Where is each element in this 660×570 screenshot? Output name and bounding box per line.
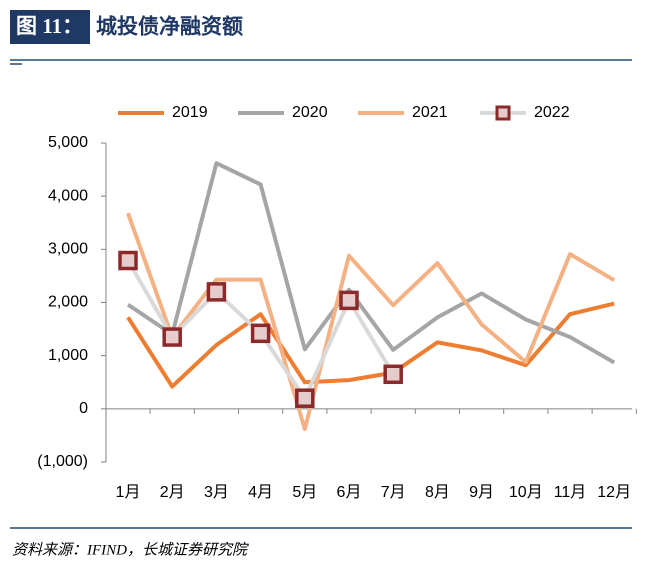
x-tick-label: 6月 xyxy=(337,484,362,501)
figure-label-box xyxy=(10,10,90,44)
x-tick-label: 8月 xyxy=(425,484,450,501)
legend-marker xyxy=(495,105,511,121)
y-tick-label: 5,000 xyxy=(48,134,88,151)
series-marker xyxy=(339,290,359,311)
x-tick-label: 7月 xyxy=(381,484,406,501)
legend-label: 2020 xyxy=(292,104,328,121)
series-line xyxy=(126,161,616,365)
series-line xyxy=(126,301,615,389)
x-tick-label: 4月 xyxy=(248,484,273,501)
legend-label: 2019 xyxy=(172,104,208,121)
y-tick-label: 2,000 xyxy=(48,294,88,311)
x-tick-label: 5月 xyxy=(292,484,317,501)
x-tick-label: 1月 xyxy=(116,484,141,501)
legend-label: 2021 xyxy=(412,104,448,121)
x-tick-label: 12月 xyxy=(597,484,631,501)
chart-title: 城投债净融资额 xyxy=(96,15,243,39)
y-tick-label: 4,000 xyxy=(48,187,88,204)
y-tick-label: (1,000) xyxy=(37,453,88,470)
series-marker xyxy=(295,388,315,408)
series-marker xyxy=(383,364,403,385)
y-tick-label: 3,000 xyxy=(48,241,88,258)
x-tick-label: 9月 xyxy=(469,484,494,501)
y-tick-label: 0 xyxy=(79,400,88,417)
x-tick-label: 10月 xyxy=(509,484,543,501)
series-marker xyxy=(118,250,138,271)
x-tick-label: 2月 xyxy=(160,484,185,501)
series-marker xyxy=(162,327,182,347)
series-marker xyxy=(250,323,271,344)
figure-label: 图 11： xyxy=(16,14,83,38)
source-note: 资料来源：IFIND，长城证券研究院 xyxy=(12,541,249,558)
legend-label: 2022 xyxy=(534,104,570,121)
x-tick-label: 11月 xyxy=(554,484,587,501)
x-tick-label: 3月 xyxy=(204,484,229,501)
y-tick-label: 1,000 xyxy=(48,347,88,364)
series-marker xyxy=(206,282,227,302)
